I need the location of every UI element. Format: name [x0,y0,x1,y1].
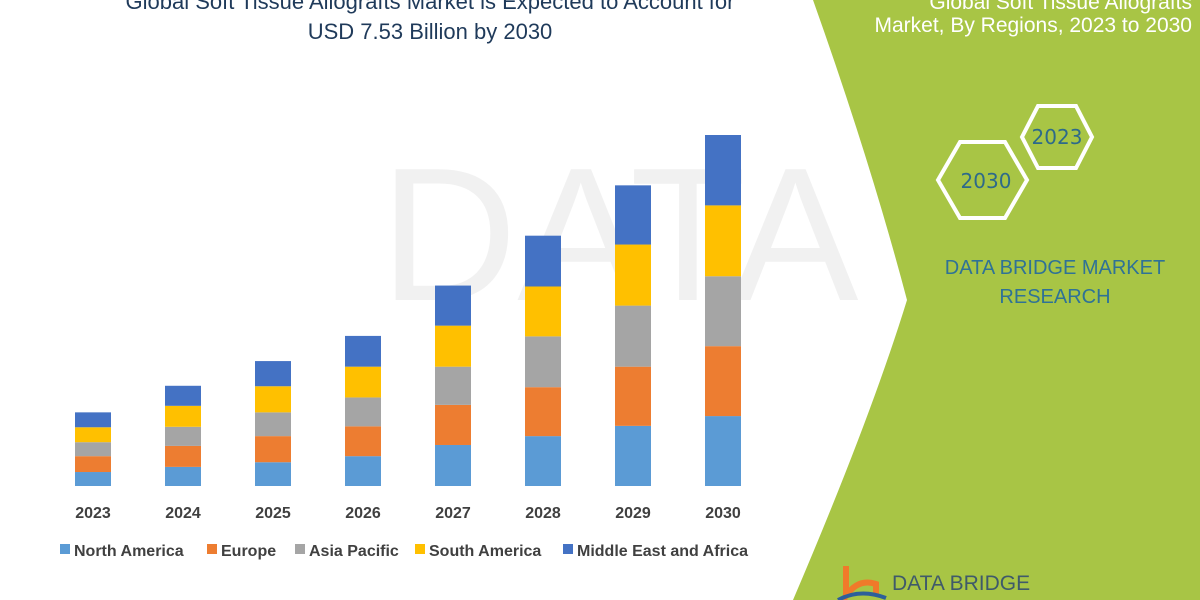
legend-item: Europe [207,543,276,560]
bar-segment-middle-east-and-africa-2030 [705,135,741,206]
bar-segment-europe-2025 [255,436,291,463]
brand-line-1: DATA BRIDGE MARKET [944,257,1166,279]
bar-segment-middle-east-and-africa-2026 [345,335,381,367]
x-tick-label: 2028 [525,505,561,522]
legend-item: Middle East and Africa [563,543,748,560]
bar-segment-north-america-2029 [615,425,651,486]
logo: DATA BRIDGE [837,566,1030,600]
bar-segment-north-america-2028 [525,436,561,486]
bar-segment-middle-east-and-africa-2029 [615,185,651,245]
bar-segment-asia-pacific-2024 [165,426,201,446]
green-panel [793,0,1200,600]
bar-segment-north-america-2024 [165,466,201,486]
bar-segment-asia-pacific-2030 [705,276,741,347]
bar-segment-south-america-2028 [525,286,561,337]
bar-stack-2026 [345,335,381,486]
legend-label: North America [74,543,184,560]
bar-segment-south-america-2023 [75,427,111,443]
bar-segment-north-america-2027 [435,444,471,486]
bar-segment-south-america-2026 [345,366,381,398]
bar-segment-europe-2027 [435,404,471,445]
bar-stack-2024 [165,385,201,486]
legend-label: Europe [221,543,276,560]
bar-stack-2029 [615,185,651,486]
legend-swatch [60,544,70,554]
bar-segment-south-america-2027 [435,325,471,367]
legend-label: Middle East and Africa [577,543,748,560]
chart-title-line-1: Global Soft Tissue Allografts Market is … [125,0,735,14]
logo-text: DATA BRIDGE [892,572,1030,595]
legend-label: Asia Pacific [309,543,399,560]
bar-segment-asia-pacific-2028 [525,336,561,388]
hexagon-2023: 2023 [1019,104,1095,170]
bar-segment-south-america-2024 [165,405,201,427]
bar-segment-europe-2026 [345,426,381,457]
bar-segment-middle-east-and-africa-2027 [435,285,471,326]
bar-segment-asia-pacific-2025 [255,412,291,437]
x-tick-label: 2027 [435,505,471,522]
legend-item: Asia Pacific [295,543,399,560]
bar-segment-asia-pacific-2029 [615,305,651,367]
bar-segment-middle-east-and-africa-2023 [75,412,111,428]
x-tick-label: 2024 [165,505,201,522]
legend-item: South America [415,543,541,560]
bar-segment-europe-2024 [165,445,201,467]
hex-year-2030: 2030 [961,169,1012,193]
legend-item: North America [60,543,184,560]
panel-title-line-1: Global Soft Tissue Allografts [929,0,1192,14]
bar-segment-europe-2030 [705,346,741,417]
bar-stack-2027 [435,285,471,486]
bar-segment-north-america-2025 [255,462,291,486]
bar-stack-2023 [75,412,111,486]
x-tick-label: 2026 [345,505,381,522]
legend-swatch [295,544,305,554]
x-tick-label: 2025 [255,505,291,522]
x-tick-label: 2029 [615,505,651,522]
bar-segment-europe-2023 [75,456,111,473]
bar-stack-2030 [705,135,741,486]
brand-line-2: RESEARCH [999,286,1111,308]
bar-segment-middle-east-and-africa-2024 [165,385,201,406]
hex-year-2023: 2023 [1032,125,1083,149]
legend-label: South America [429,543,541,560]
legend-swatch [415,544,425,554]
bar-segment-asia-pacific-2023 [75,442,111,457]
bar-stack-2025 [255,361,291,486]
bar-segment-north-america-2030 [705,416,741,486]
hexagon-2030: 2030 [935,140,1030,220]
x-tick-label: 2030 [705,505,741,522]
legend-swatch [207,544,217,554]
bar-segment-europe-2028 [525,387,561,437]
x-tick-label: 2023 [75,505,111,522]
bar-segment-south-america-2029 [615,244,651,306]
bar-segment-south-america-2030 [705,205,741,277]
bar-segment-middle-east-and-africa-2028 [525,235,561,287]
stacked-bar-chart: 2023 2024 2025 2026 2027 2028 2029 2030 North Am… [60,135,748,560]
bar-segment-europe-2029 [615,366,651,426]
bar-segment-middle-east-and-africa-2025 [255,361,291,387]
legend-swatch [563,544,573,554]
bar-segment-north-america-2023 [75,472,111,486]
bar-segment-asia-pacific-2027 [435,366,471,405]
panel-title-line-2: Market, By Regions, 2023 to 2030 [874,14,1192,37]
chart-title-line-2: USD 7.53 Billion by 2030 [307,19,553,44]
bar-stack-2028 [525,235,561,486]
bar-segment-asia-pacific-2026 [345,397,381,427]
bar-segment-north-america-2026 [345,456,381,486]
bar-segment-south-america-2025 [255,386,291,413]
